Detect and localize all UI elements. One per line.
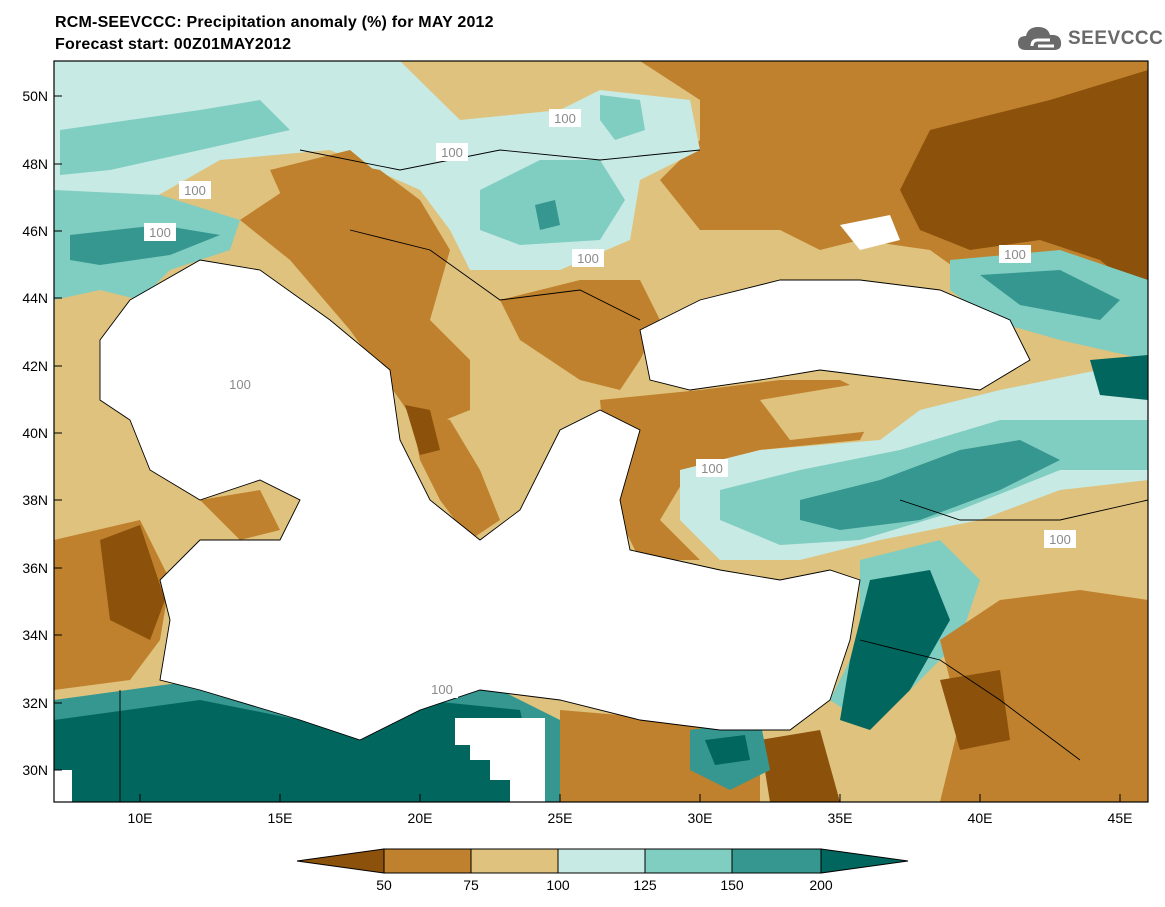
border-a	[299, 149, 701, 171]
field-alps-core	[70, 225, 220, 265]
svg-text:100: 100	[229, 377, 251, 392]
legend-bin-125-150	[644, 848, 733, 874]
field-caucasus-core	[980, 270, 1120, 320]
lat-tick-label: 44N	[22, 290, 48, 306]
sea-azov	[840, 215, 900, 250]
lat-tick-label: 40N	[22, 425, 48, 441]
legend-tick-label: 75	[463, 877, 479, 893]
field-georgia-core	[1090, 355, 1148, 400]
seevccc-logo: SEEVCCC	[1016, 22, 1163, 56]
field-romania-dry	[500, 280, 660, 390]
field-sinai-dry	[760, 730, 840, 802]
sea-black	[640, 280, 1030, 390]
svg-text:100: 100	[1049, 532, 1071, 547]
svg-text:100: 100	[149, 225, 171, 240]
coastline-black-sea	[639, 279, 1031, 391]
contour-label-100: 100	[549, 109, 581, 127]
field-sicily-dry	[200, 490, 280, 540]
border-c	[899, 499, 1148, 521]
contour-label-100: 100	[572, 249, 604, 267]
lat-tick-label: 36N	[22, 560, 48, 576]
field-iraq-dry	[940, 590, 1148, 802]
legend-bin-75-100	[470, 848, 559, 874]
field-germany-wet	[60, 100, 290, 175]
field-tunisia-verydry	[100, 525, 165, 640]
svg-text:100: 100	[701, 461, 723, 476]
border-b	[349, 229, 641, 321]
lon-tick-label: 35E	[828, 810, 853, 826]
map-title: RCM-SEEVCCC: Precipitation anomaly (%) f…	[55, 14, 494, 31]
legend-arrow-left	[296, 848, 385, 874]
field-hungary-dry	[270, 150, 380, 215]
land-nodata-corner	[54, 770, 72, 802]
legend-tick-label: 200	[809, 877, 833, 893]
legend-ticks: 50 75 100 125 150 200	[376, 877, 833, 893]
lon-tick-label: 30E	[688, 810, 713, 826]
cloud-icon	[1018, 27, 1062, 50]
lat-tick-label: 42N	[22, 358, 48, 374]
svg-text:100: 100	[441, 145, 463, 160]
lat-tick-label: 32N	[22, 695, 48, 711]
lat-axis: 50N 48N 46N 44N 42N 40N 38N 36N 34N 32N 30N	[22, 88, 62, 778]
legend-arrow-right	[820, 848, 909, 874]
contour-label-100: 100	[144, 223, 176, 241]
legend-tick-label: 125	[633, 877, 657, 893]
lon-tick-label: 15E	[268, 810, 293, 826]
coastlines	[99, 149, 1148, 802]
legend-tick-label: 150	[720, 877, 744, 893]
lon-tick-label: 40E	[968, 810, 993, 826]
legend-bin-50-75	[383, 848, 472, 874]
lon-tick-label: 20E	[408, 810, 433, 826]
lat-tick-label: 50N	[22, 88, 48, 104]
contour-labels: 100 100 100 100 100 100 100 100 100 100	[144, 109, 1076, 698]
contour-label-100: 100	[696, 459, 728, 477]
map-frame	[53, 60, 1149, 803]
lat-tick-label: 38N	[22, 492, 48, 508]
lon-axis: 10E 15E 20E 25E 30E 35E 40E 45E	[128, 794, 1133, 826]
legend-tick-label: 100	[546, 877, 570, 893]
svg-text:100: 100	[577, 251, 599, 266]
lat-tick-label: 48N	[22, 156, 48, 172]
sea-mediterranean	[100, 260, 860, 740]
svg-text:100: 100	[184, 183, 206, 198]
border-d	[859, 639, 1081, 761]
lat-tick-label: 34N	[22, 627, 48, 643]
logo-text: SEEVCCC	[1068, 28, 1164, 49]
field-anatolia-north	[760, 380, 920, 440]
contour-label-100: 100	[426, 680, 458, 698]
field-levant-core	[840, 570, 950, 730]
contour-label-100: 100	[436, 143, 468, 161]
forecast-start-label: Forecast start: 00Z01MAY2012	[55, 36, 292, 53]
lat-tick-label: 30N	[22, 762, 48, 778]
legend-bin-150-200	[731, 848, 822, 874]
contour-label-100: 100	[179, 181, 211, 199]
lon-tick-label: 10E	[128, 810, 153, 826]
lon-tick-label: 25E	[548, 810, 573, 826]
svg-text:100: 100	[554, 111, 576, 126]
field-nile-core	[705, 735, 750, 765]
field-balkan-dry	[240, 160, 470, 430]
field-anatolia-core	[800, 440, 1060, 530]
contour-label-100: 100	[224, 375, 256, 393]
svg-text:100: 100	[431, 682, 453, 697]
contour-label-100: 100	[999, 245, 1031, 263]
field-greece-verydry	[405, 405, 440, 455]
field-iraq-verydry	[940, 670, 1010, 750]
land-libya-nodata	[455, 718, 545, 802]
field-russia-very-dry	[900, 70, 1148, 300]
svg-text:100: 100	[1004, 247, 1026, 262]
legend-tick-label: 50	[376, 877, 392, 893]
field-poland-wet	[600, 95, 645, 140]
coastline-mediterranean	[99, 259, 861, 741]
lon-tick-label: 45E	[1108, 810, 1133, 826]
legend-bin-100-125	[557, 848, 646, 874]
field-libya-core	[54, 700, 540, 802]
lat-tick-label: 46N	[22, 223, 48, 239]
field-carpathians-core	[535, 200, 560, 230]
contour-label-100: 100	[1044, 530, 1076, 548]
